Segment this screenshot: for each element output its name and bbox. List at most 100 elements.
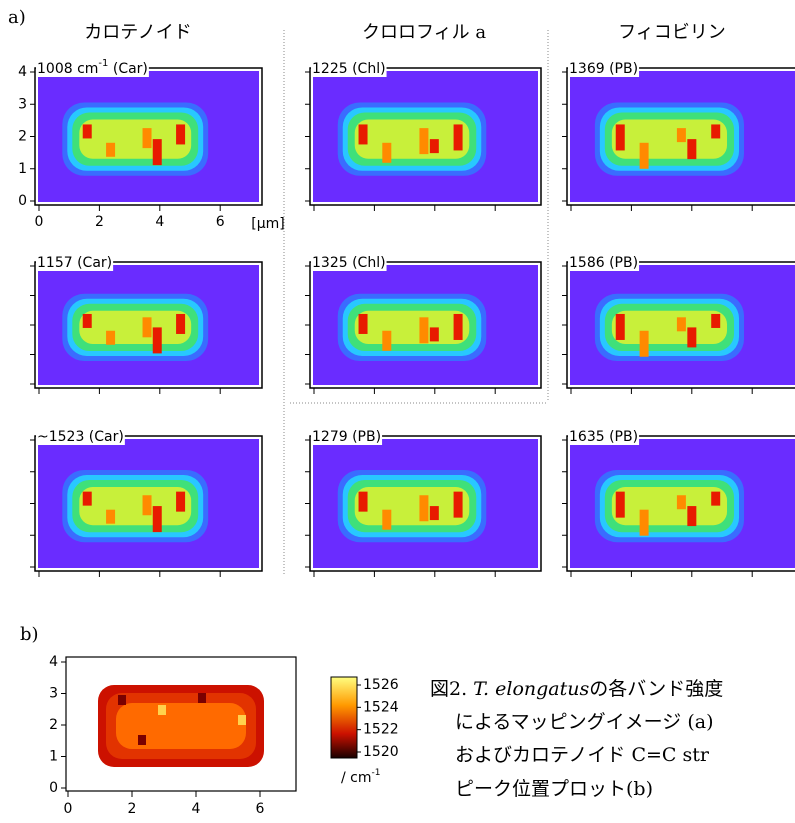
heatmap-hotspot xyxy=(640,510,649,536)
heatmap-hotspot xyxy=(176,124,185,144)
heatmap-hotspot xyxy=(687,139,696,159)
heatmap-region xyxy=(355,487,470,525)
panel-title-text: 1369 (PB) xyxy=(569,61,638,77)
panel-label: a) xyxy=(8,7,26,28)
caption-text: 図2. xyxy=(430,678,473,700)
caption-line: およびカロテノイド C=C str xyxy=(455,744,710,766)
panel-title: 1325 (Chl) xyxy=(312,255,386,271)
heatmap-hotspot xyxy=(419,495,428,521)
heatmap-hotspot xyxy=(176,314,185,334)
heatmap-hotspot xyxy=(454,124,463,150)
y-tick-label: 1 xyxy=(49,749,58,765)
colorbar-tick-label: 1526 xyxy=(363,677,399,693)
y-tick-label: 2 xyxy=(49,717,58,733)
heatmap-hotspot xyxy=(83,492,92,506)
heatmap-hotspot xyxy=(83,124,92,138)
map-hotspot xyxy=(158,705,166,715)
heatmap-hotspot xyxy=(454,314,463,340)
panel-title-text: ~1523 (Car) xyxy=(37,429,124,445)
panel-title: 1225 (Chl) xyxy=(312,61,386,77)
colorbar-unit-text: / cm xyxy=(341,770,372,786)
map-hotspot xyxy=(118,695,126,705)
page: a) カロテノイド クロロフィル a フィコビリン b) 図2. T. elon… xyxy=(0,0,795,823)
heatmap-hotspot xyxy=(382,143,391,163)
x-unit: [μm] xyxy=(251,216,284,232)
caption-line: 図2. T. elongatusの各バンド強度 xyxy=(430,678,723,700)
panel-label: b) xyxy=(20,624,39,645)
caption-text: の各バンド強度 xyxy=(589,678,723,700)
heatmap-hotspot xyxy=(176,492,185,512)
heatmap-hotspot xyxy=(640,143,649,169)
panel-title: 1635 (PB) xyxy=(569,429,638,445)
heatmap-region xyxy=(612,487,727,525)
panel-title-text: 1325 (Chl) xyxy=(312,255,386,271)
heatmap-hotspot xyxy=(106,331,115,345)
heatmap-hotspot xyxy=(359,314,368,334)
x-tick-label: 6 xyxy=(216,214,225,230)
y-tick-label: 0 xyxy=(49,780,58,796)
column-title: クロロフィル a xyxy=(362,22,486,43)
y-tick-label: 3 xyxy=(49,686,58,702)
colorbar-tick-label: 1520 xyxy=(363,744,399,760)
heatmap-hotspot xyxy=(677,495,686,509)
y-tick-label: 0 xyxy=(18,193,27,209)
map-region xyxy=(116,703,246,749)
heatmap-hotspot xyxy=(677,128,686,142)
panel-title-text: 1225 (Chl) xyxy=(312,61,386,77)
heatmap-region xyxy=(355,311,470,344)
heatmap-hotspot xyxy=(143,495,152,515)
heatmap-hotspot xyxy=(687,327,696,347)
caption-line: によるマッピングイメージ (a) xyxy=(455,711,713,733)
heatmap-hotspot xyxy=(382,510,391,530)
heatmap-hotspot xyxy=(454,492,463,518)
heatmap-hotspot xyxy=(616,124,625,150)
panel-title-text: 1008 cm xyxy=(37,61,98,77)
x-tick-label: 6 xyxy=(256,801,265,817)
panel-title: 1369 (PB) xyxy=(569,61,638,77)
heatmap-hotspot xyxy=(640,331,649,357)
x-tick-label: 2 xyxy=(95,214,104,230)
heatmap-hotspot xyxy=(83,314,92,328)
map-hotspot xyxy=(238,715,246,725)
x-tick-label: 2 xyxy=(128,801,137,817)
figure: a) カロテノイド クロロフィル a フィコビリン b) 図2. T. elon… xyxy=(0,0,795,823)
map-hotspot xyxy=(198,693,206,703)
y-tick-label: 2 xyxy=(18,129,27,145)
panel-title-text: 1157 (Car) xyxy=(37,255,112,271)
heatmap-hotspot xyxy=(419,128,428,154)
panel-title-text: (Car) xyxy=(108,61,147,77)
column-title: カロテノイド xyxy=(84,22,191,43)
heatmap-hotspot xyxy=(106,143,115,157)
heatmap-region xyxy=(612,311,727,344)
colorbar-tick-label: 1522 xyxy=(363,722,399,738)
heatmap-hotspot xyxy=(153,139,162,165)
y-tick-label: 1 xyxy=(18,161,27,177)
heatmap-hotspot xyxy=(153,506,162,532)
heatmap-region xyxy=(79,487,191,525)
colorbar-unit-sup: -1 xyxy=(372,768,381,778)
heatmap-hotspot xyxy=(419,317,428,343)
heatmap-hotspot xyxy=(616,314,625,340)
y-tick-label: 4 xyxy=(18,64,27,80)
x-tick-label: 0 xyxy=(64,801,73,817)
panel-title-text: 1586 (PB) xyxy=(569,255,638,271)
heatmap-hotspot xyxy=(106,510,115,524)
panel-title-sup: -1 xyxy=(98,58,108,69)
colorbar xyxy=(331,677,357,758)
panel-title-text: 1279 (PB) xyxy=(312,429,381,445)
heatmap-hotspot xyxy=(382,331,391,351)
heatmap-region xyxy=(612,119,727,158)
caption-species: T. elongatus xyxy=(473,678,589,700)
heatmap-hotspot xyxy=(430,327,439,341)
heatmap-hotspot xyxy=(711,314,720,328)
panel-title: ~1523 (Car) xyxy=(37,429,124,445)
heatmap-hotspot xyxy=(430,139,439,153)
heatmap-hotspot xyxy=(687,506,696,526)
heatmap-region xyxy=(79,311,191,344)
caption-line: ピーク位置プロット(b) xyxy=(455,778,653,800)
heatmap-hotspot xyxy=(711,492,720,506)
y-tick-label: 4 xyxy=(49,654,58,670)
heatmap-hotspot xyxy=(430,506,439,520)
panel-title: 1586 (PB) xyxy=(569,255,638,271)
heatmap-hotspot xyxy=(143,128,152,148)
